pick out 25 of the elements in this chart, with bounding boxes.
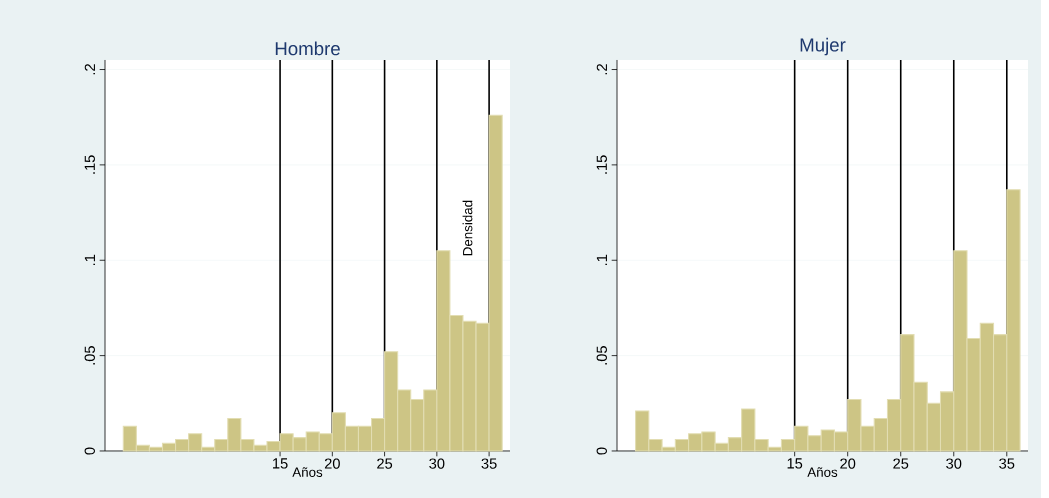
y-tick-label: .1 (84, 254, 95, 266)
x-tick-label: 20 (840, 458, 856, 469)
x-tick-label: 25 (377, 458, 393, 469)
annotation: Densidad (462, 200, 473, 256)
x-tick-label: 15 (273, 458, 288, 469)
y-tick-label: .05 (84, 346, 95, 365)
y-tick-label: .2 (596, 64, 607, 75)
y-tick-label: .15 (84, 155, 95, 174)
y-tick-label: 0 (84, 447, 95, 455)
chart-title: Mujer (800, 37, 846, 56)
y-tick-label: .05 (596, 346, 607, 365)
x-tick-label: 30 (429, 458, 445, 469)
y-tick-label: .2 (84, 64, 95, 75)
x-tick-label: 35 (481, 458, 497, 469)
x-axis-title: Años (807, 467, 838, 477)
y-tick-label: .15 (596, 155, 607, 174)
y-tick-label: .1 (596, 254, 607, 266)
x-tick-label: 30 (946, 458, 962, 469)
x-axis-title: Años (292, 467, 323, 477)
chart-title: Hombre (275, 41, 340, 56)
x-tick-label: 35 (999, 458, 1015, 469)
x-tick-label: 20 (324, 458, 340, 469)
y-tick-label: 0 (596, 447, 607, 455)
x-tick-label: 15 (787, 458, 803, 469)
x-tick-label: 25 (893, 458, 909, 469)
